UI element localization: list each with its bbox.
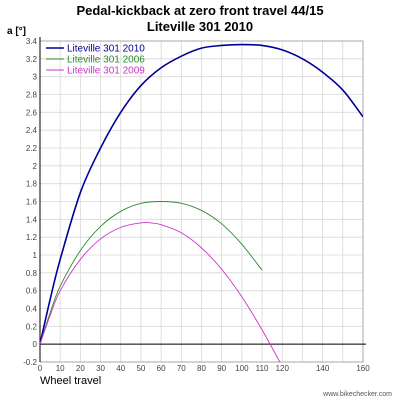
y-tick-label: 1.8 bbox=[26, 180, 38, 189]
x-tick-label: 160 bbox=[356, 364, 370, 373]
y-tick-label: 2.6 bbox=[26, 108, 38, 117]
y-tick-label: 2.4 bbox=[26, 126, 38, 135]
legend-label-1: Liteville 301 2010 bbox=[67, 44, 145, 55]
x-axis-label: Wheel travel bbox=[40, 375, 101, 387]
chart-title: Pedal-kickback at zero front travel 44/1… bbox=[76, 3, 323, 18]
y-tick-label: 0.2 bbox=[26, 322, 38, 331]
y-tick-label: 0.8 bbox=[26, 269, 38, 278]
series-line-3 bbox=[40, 222, 281, 363]
y-tick-label: 3.4 bbox=[26, 37, 38, 46]
x-tick-label: 100 bbox=[235, 364, 249, 373]
x-tick-labels: 0 10 20 30 40 50 60 70 80 90 100 110 120 140 160 bbox=[38, 364, 370, 373]
x-tick-label: 40 bbox=[116, 364, 125, 373]
x-tick-label: 70 bbox=[177, 364, 186, 373]
y-tick-label: 0.4 bbox=[26, 305, 38, 314]
x-tick-label: 120 bbox=[276, 364, 290, 373]
x-tick-label: 50 bbox=[136, 364, 145, 373]
x-tick-label: 90 bbox=[217, 364, 226, 373]
y-tick-label: 2.2 bbox=[26, 144, 38, 153]
x-tick-label: 110 bbox=[256, 364, 269, 373]
watermark: www.bikechecker.com bbox=[322, 391, 392, 398]
series-line-2 bbox=[40, 201, 263, 345]
series-lines bbox=[40, 43, 363, 363]
y-tick-label: 1 bbox=[33, 251, 38, 260]
chart-subtitle: Liteville 301 2010 bbox=[147, 19, 253, 34]
legend-label-3: Liteville 301 2009 bbox=[67, 66, 145, 77]
y-tick-label: 1.4 bbox=[26, 215, 38, 224]
x-tick-label: 60 bbox=[157, 364, 166, 373]
grid bbox=[39, 40, 364, 363]
x-tick-label: 30 bbox=[96, 364, 105, 373]
x-tick-label: 10 bbox=[56, 364, 65, 373]
x-tick-label: 80 bbox=[197, 364, 206, 373]
y-tick-label: 0 bbox=[33, 340, 38, 349]
y-axis-label: a [°] bbox=[7, 26, 26, 37]
y-tick-label: 1.2 bbox=[26, 233, 38, 242]
y-tick-label: 1.6 bbox=[26, 198, 38, 207]
x-tick-label: 140 bbox=[316, 364, 330, 373]
y-tick-label: 2.8 bbox=[26, 91, 38, 100]
y-tick-label: 0.6 bbox=[26, 287, 38, 296]
x-tick-label: 0 bbox=[38, 364, 43, 373]
y-tick-label: 2 bbox=[33, 162, 38, 171]
y-tick-label: -0.2 bbox=[23, 358, 37, 367]
y-tick-label: 3.2 bbox=[26, 55, 38, 64]
y-tick-label: 3 bbox=[33, 73, 38, 82]
axes bbox=[39, 37, 366, 363]
x-tick-label: 20 bbox=[76, 364, 85, 373]
legend-label-2: Liteville 301 2006 bbox=[67, 55, 145, 66]
y-tick-labels: -0.2 0 0.2 0.4 0.6 0.8 1 1.2 1.4 1.6 1.8 2 2.2 2.4 2.6… bbox=[23, 37, 37, 367]
series-line-1 bbox=[40, 43, 363, 345]
